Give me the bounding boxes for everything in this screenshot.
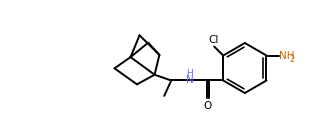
Text: O: O xyxy=(204,101,212,111)
Text: N: N xyxy=(186,75,194,86)
Text: NH: NH xyxy=(279,50,295,61)
Text: Cl: Cl xyxy=(208,35,218,45)
Text: H: H xyxy=(186,69,193,78)
Text: 2: 2 xyxy=(289,55,294,64)
